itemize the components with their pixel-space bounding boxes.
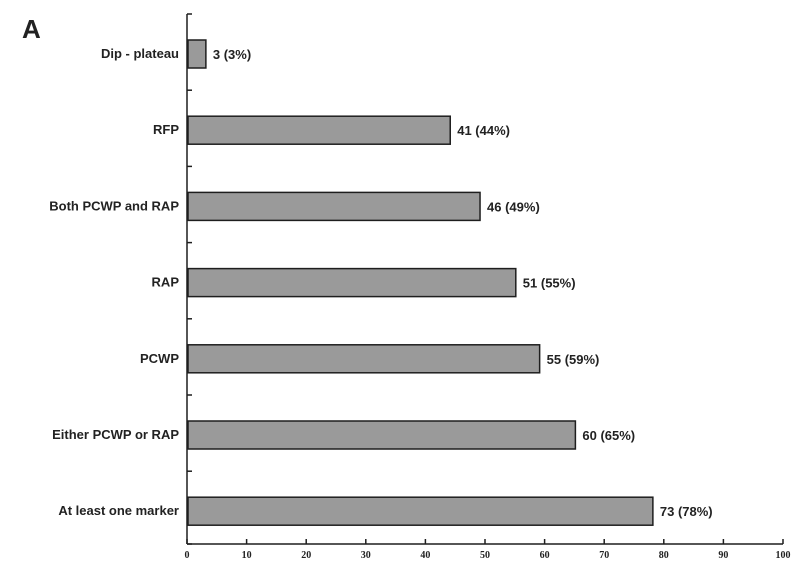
bar [187, 496, 654, 526]
x-tick-label: 70 [599, 550, 609, 561]
bar [187, 420, 577, 450]
category-label: Both PCWP and RAP [49, 198, 179, 213]
category-label: At least one marker [58, 503, 179, 518]
x-tick-label: 100 [776, 550, 791, 561]
data-label: 51 (55%) [523, 276, 576, 291]
bar [187, 115, 451, 145]
bar [187, 39, 207, 69]
x-tick-label: 40 [420, 550, 430, 561]
x-tick-label: 0 [185, 550, 190, 561]
data-label: 73 (78%) [660, 504, 713, 519]
category-label: Either PCWP or RAP [52, 427, 179, 442]
category-label: Dip - plateau [101, 46, 179, 61]
x-tick-label: 50 [480, 550, 490, 561]
category-label: PCWP [140, 351, 179, 366]
bar [187, 344, 541, 374]
axis-layer: 0 10 20 30 40 50 60 70 80 90 100 [185, 13, 791, 561]
x-tick-label: 30 [361, 550, 371, 561]
category-label: RAP [152, 275, 180, 290]
bar [187, 267, 517, 298]
x-tick-label: 60 [540, 550, 550, 561]
data-label: 3 (3%) [213, 47, 251, 62]
data-label: 46 (49%) [487, 199, 540, 214]
x-tick-label: 20 [301, 550, 311, 561]
x-tick-label: 10 [242, 550, 252, 561]
category-label: RFP [153, 122, 179, 137]
data-label: 55 (59%) [547, 352, 600, 367]
panel-letter: A [22, 14, 41, 44]
x-tick-label: 80 [659, 550, 669, 561]
bar [187, 191, 481, 222]
data-label: 41 (44%) [457, 123, 510, 138]
bars-layer: Dip - plateau 3 (3%) RFP 41 (44%) Both PCWP … [49, 39, 713, 526]
data-label: 60 (65%) [582, 428, 635, 443]
x-tick-label: 90 [718, 550, 728, 561]
